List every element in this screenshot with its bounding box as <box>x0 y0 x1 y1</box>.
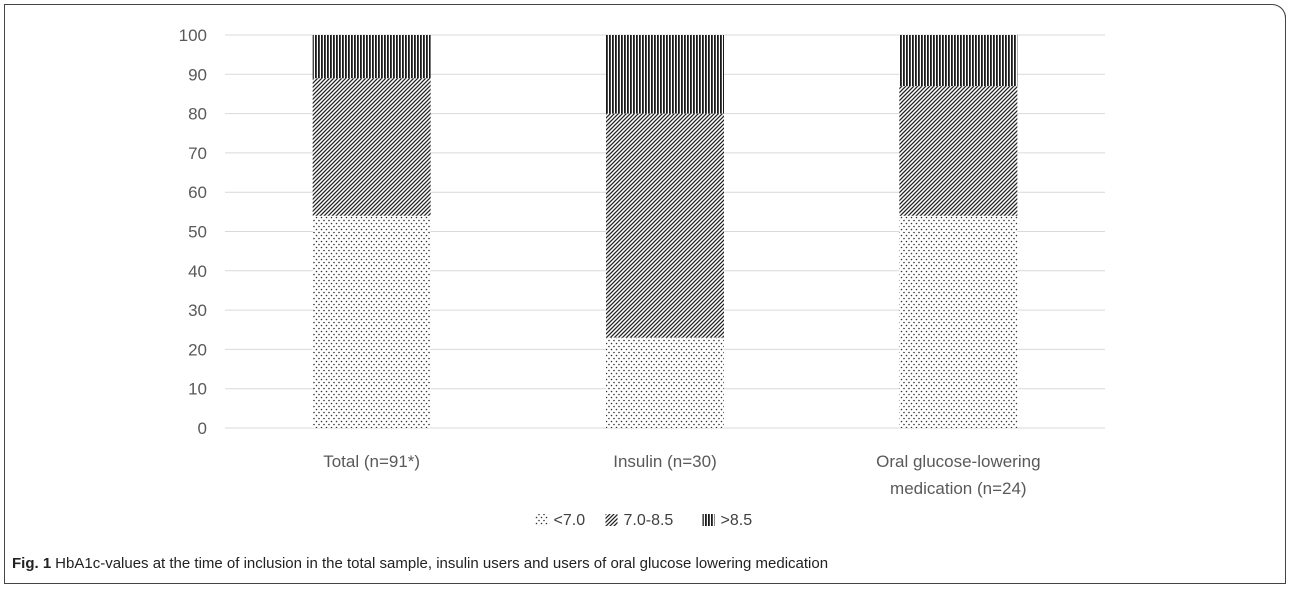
y-tick-label: 60 <box>188 183 207 202</box>
y-tick-label: 50 <box>188 223 207 242</box>
caption-text: HbA1c-values at the time of inclusion in… <box>55 555 829 572</box>
figure-frame <box>4 4 1286 584</box>
y-tick-label: 80 <box>188 105 207 124</box>
y-tick-label: 90 <box>188 65 207 84</box>
bar-segment-vertical <box>312 35 431 79</box>
legend-swatch <box>702 514 715 526</box>
y-tick-label: 30 <box>188 301 207 320</box>
bar-segment-diagonal <box>312 78 431 216</box>
bar-segment-vertical <box>899 35 1018 87</box>
x-category-label: Total (n=91*) <box>323 452 420 471</box>
y-tick-label: 100 <box>179 26 207 45</box>
x-category-label: medication (n=24) <box>890 479 1027 498</box>
bars <box>312 35 1018 428</box>
bar-segment-vertical <box>606 35 724 114</box>
y-tick-label: 10 <box>188 380 207 399</box>
y-tick-label: 70 <box>188 144 207 163</box>
bar-segment-dots <box>899 215 1018 428</box>
bar-segment-dots <box>312 215 431 428</box>
figure-caption: Fig. 1 HbA1c-values at the time of inclus… <box>12 555 828 572</box>
legend-swatch <box>605 514 618 526</box>
y-tick-label: 40 <box>188 262 207 281</box>
y-tick-label: 20 <box>188 340 207 359</box>
legend: <7.0 7.0-8.5 >8.5 <box>535 512 753 529</box>
legend-label: 7.0-8.5 <box>624 512 674 529</box>
y-axis: 0 10 20 30 40 50 60 70 80 90 100 <box>179 26 207 438</box>
y-tick-label: 0 <box>198 419 207 438</box>
legend-label: >8.5 <box>721 512 753 529</box>
bar-segment-diagonal <box>606 113 724 338</box>
bar-segment-diagonal <box>899 86 1018 216</box>
x-category-label: Oral glucose-lowering <box>876 452 1040 471</box>
bar-segment-dots <box>606 337 724 428</box>
legend-label: <7.0 <box>554 512 586 529</box>
x-axis: Total (n=91*) Insulin (n=30) Oral glucose-… <box>323 452 1040 498</box>
x-category-label: Insulin (n=30) <box>613 452 716 471</box>
legend-swatch <box>535 514 548 526</box>
caption-label: Fig. 1 <box>12 555 52 572</box>
